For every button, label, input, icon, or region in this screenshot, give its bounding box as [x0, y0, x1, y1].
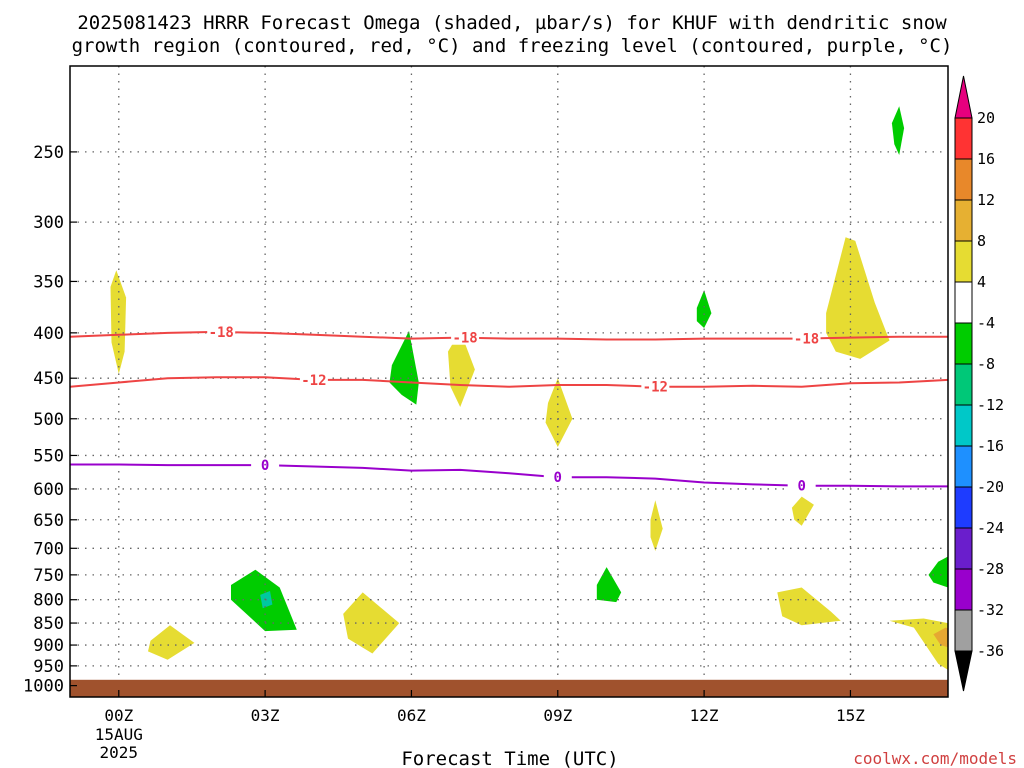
colorbar-band-2	[954, 199, 973, 242]
colorbar-label-12: -32	[977, 601, 1004, 619]
contour-label-2-0: 0	[261, 458, 269, 474]
y-tick-label-700: 700	[33, 539, 64, 559]
omega-area-12	[777, 587, 841, 626]
omega-area-16	[889, 618, 948, 670]
x-tick-label-09Z: 09Z	[543, 706, 572, 725]
y-tick-label-950: 950	[33, 657, 64, 677]
x-tick-label-00Z: 00Z	[104, 706, 133, 725]
x-date-label-line-1: 15AUG	[95, 725, 143, 744]
contour-label-0-1: -18	[452, 331, 477, 347]
y-tick-label-450: 450	[33, 369, 64, 389]
colorbar-band-10	[954, 527, 973, 570]
contour-label-bg-0-0	[207, 324, 236, 339]
colorbar-band-4	[954, 281, 973, 324]
colorbar-under-arrow	[954, 650, 973, 692]
colorbar-label-3: 8	[977, 232, 986, 250]
x-tick-label-06Z: 06Z	[397, 706, 426, 725]
colorbar-band-3	[954, 240, 973, 283]
contour-label-1-1: -12	[643, 380, 668, 396]
y-tick-label-400: 400	[33, 324, 64, 344]
colorbar-band-5	[954, 322, 973, 365]
omega-area-13	[826, 237, 890, 359]
colorbar-label-7: -12	[977, 396, 1004, 414]
contour-label-bg-0-2	[792, 331, 821, 346]
colorbar-label-9: -20	[977, 478, 1004, 496]
y-tick-label-850: 850	[33, 614, 64, 634]
colorbar-band-12	[954, 609, 973, 652]
source-watermark: coolwx.com/models	[853, 749, 1017, 768]
contour-label-1-0: -12	[301, 373, 326, 389]
omega-area-5	[389, 330, 419, 405]
chart-title-line-1: 2025081423 HRRR Forecast Omega (shaded, …	[77, 12, 947, 34]
x-date-label-line-2: 2025	[100, 743, 139, 762]
colorbar-band-1	[954, 158, 973, 201]
omega-area-6	[448, 330, 475, 407]
contour-label-bg-0-1	[451, 330, 480, 345]
y-tick-label-500: 500	[33, 410, 64, 430]
y-tick-label-1000: 1000	[23, 677, 64, 697]
colorbar-band-6	[954, 363, 973, 406]
contour-line-1	[69, 376, 949, 388]
omega-area-7	[545, 378, 573, 447]
y-tick-label-300: 300	[33, 213, 64, 233]
omega-area-10	[696, 290, 712, 328]
y-tick-label-550: 550	[33, 446, 64, 466]
omega-area-1	[148, 625, 195, 660]
contour-label-bg-2-0	[251, 458, 280, 473]
colorbar-label-6: -8	[977, 355, 995, 373]
contour-label-bg-2-1	[543, 470, 572, 485]
contour-label-bg-2-2	[787, 478, 816, 493]
ground-layer	[70, 679, 948, 697]
colorbar-over-arrow	[954, 75, 973, 119]
omega-area-17	[933, 627, 948, 648]
colorbar-label-4: 4	[977, 273, 986, 291]
y-tick-label-600: 600	[33, 480, 64, 500]
colorbar-label-13: -36	[977, 642, 1004, 660]
contour-line-2	[70, 463, 948, 488]
y-tick-label-900: 900	[33, 636, 64, 656]
contour-label-2-1: 0	[554, 470, 562, 486]
x-axis-label: Forecast Time (UTC)	[401, 748, 618, 768]
colorbar-band-8	[954, 445, 973, 488]
x-tick-label-15Z: 15Z	[836, 706, 865, 725]
colorbar-label-8: -16	[977, 437, 1004, 455]
contour-label-bg-1-0	[299, 372, 328, 387]
y-tick-label-350: 350	[33, 272, 64, 292]
contour-label-2-2: 0	[797, 479, 805, 495]
omega-colorbar: 20 16 12 8 4 -4 -8 -12 -16 -20 -24 -28 -32 -36	[954, 75, 1004, 692]
x-tick-label-12Z: 12Z	[690, 706, 719, 725]
chart-title-line-2: growth region (contoured, red, °C) and f…	[72, 35, 953, 57]
contour-label-0-2: -18	[794, 331, 819, 347]
colorbar-label-0: 20	[977, 109, 995, 127]
omega-area-11	[791, 496, 814, 526]
y-tick-label-250: 250	[33, 143, 64, 163]
y-tick-label-800: 800	[33, 591, 64, 611]
contour-label-bg-1-1	[641, 379, 670, 394]
colorbar-label-5: -4	[977, 314, 995, 332]
plot-area: -18 -18 -18 -12 -12 0 0 0 250 300 350 400 450 500 550 6…	[23, 65, 949, 762]
omega-area-9	[650, 500, 663, 551]
omega-area-15	[928, 556, 948, 588]
colorbar-band-9	[954, 486, 973, 529]
contour-label-0-0: -18	[209, 325, 234, 341]
x-tick-label-03Z: 03Z	[251, 706, 280, 725]
colorbar-band-7	[954, 404, 973, 447]
colorbar-band-11	[954, 568, 973, 611]
colorbar-band-0	[954, 117, 973, 160]
omega-area-14	[891, 106, 905, 155]
y-tick-label-750: 750	[33, 566, 64, 586]
colorbar-label-10: -24	[977, 519, 1004, 537]
colorbar-label-11: -28	[977, 560, 1004, 578]
y-tick-label-650: 650	[33, 511, 64, 531]
colorbar-label-2: 12	[977, 191, 995, 209]
colorbar-label-1: 16	[977, 150, 995, 168]
plot-frame	[69, 65, 949, 698]
omega-area-8	[596, 567, 622, 603]
